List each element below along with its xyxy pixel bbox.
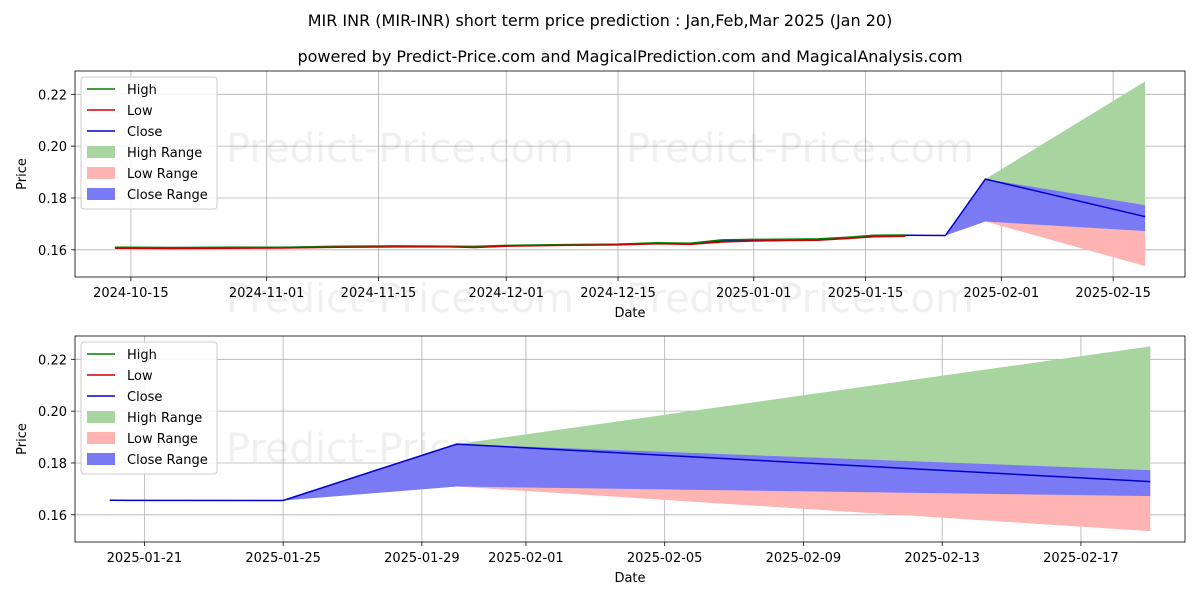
watermark-text: Predict-Price.com — [226, 276, 574, 322]
top-chart-panel: Predict-Price.com Predict-Price.com Predic… — [15, 70, 1186, 322]
bottom-chart-panel: Predict-Price.comPredict-Price.com2025-0… — [15, 335, 1186, 586]
legend-entry-label: High Range — [127, 146, 202, 161]
chart-title: MIR INR (MIR-INR) short term price predi… — [308, 11, 893, 30]
x-tick-label: 2025-02-01 — [488, 551, 564, 566]
legend: High Low Close High Range Low Range Close Ran… — [80, 76, 218, 210]
legend-entry-label: Low Range — [127, 432, 198, 447]
x-tick-label: 2025-01-01 — [716, 286, 792, 301]
legend-patch-swatch — [87, 146, 115, 158]
legend-entry-label: Close Range — [127, 453, 208, 468]
y-tick-label: 0.18 — [38, 457, 67, 472]
x-tick-label: 2024-11-01 — [229, 286, 305, 301]
x-tick-label: 2024-11-15 — [341, 286, 417, 301]
watermark-text: Predict-Price.com — [226, 126, 574, 172]
x-tick-label: 2025-02-13 — [904, 551, 980, 566]
close-prediction-line — [109, 443, 1151, 502]
x-tick-label: 2025-01-15 — [828, 286, 904, 301]
x-tick-label: 2024-12-15 — [580, 286, 656, 301]
x-tick-label: 2025-02-15 — [1075, 286, 1151, 301]
legend-entry-label: Low Range — [127, 167, 198, 182]
y-tick-label: 0.20 — [38, 140, 67, 155]
legend-patch-swatch — [87, 432, 115, 444]
y-tick-label: 0.16 — [38, 244, 67, 259]
x-tick-label: 2025-02-01 — [964, 286, 1040, 301]
legend-patch-swatch — [87, 411, 115, 423]
y-axis-label: Price — [15, 423, 30, 455]
legend-entry-label: Low — [127, 104, 153, 119]
legend-entry-label: Low — [127, 369, 153, 384]
x-axis-label: Date — [614, 571, 645, 586]
y-tick-label: 0.22 — [38, 353, 67, 368]
series-group — [114, 81, 1146, 267]
x-tick-label: 2024-12-01 — [468, 286, 544, 301]
plot-frame — [74, 335, 1186, 543]
y-axis-label: Price — [15, 158, 30, 190]
y-tick-label: 0.20 — [38, 405, 67, 420]
legend-patch-swatch — [87, 167, 115, 179]
x-tick-label: 2025-02-17 — [1043, 551, 1119, 566]
x-axis-label: Date — [614, 306, 645, 321]
close-prediction-line — [905, 178, 1146, 237]
legend-patch-swatch — [87, 188, 115, 200]
legend-entry-label: Close Range — [127, 188, 208, 203]
x-tick-label: 2025-02-09 — [766, 551, 842, 566]
chart-subtitle: powered by Predict-Price.com and Magical… — [297, 47, 962, 66]
plot-frame — [74, 70, 1186, 278]
close-range-band — [109, 444, 1151, 501]
close-range-band — [905, 179, 1146, 236]
x-tick-label: 2024-10-15 — [93, 286, 169, 301]
legend-entry-label: High Range — [127, 411, 202, 426]
y-tick-label: 0.18 — [38, 192, 67, 207]
legend-entry-label: Close — [127, 390, 162, 405]
legend-patch-swatch — [87, 453, 115, 465]
legend-entry-label: Close — [127, 125, 162, 140]
watermark-text: Predict-Price.com — [626, 126, 974, 172]
y-tick-label: 0.22 — [38, 88, 67, 103]
y-tick-label: 0.16 — [38, 509, 67, 524]
x-tick-label: 2025-01-21 — [107, 551, 183, 566]
x-tick-label: 2025-01-25 — [245, 551, 321, 566]
watermark-text: Predict-Price.com — [626, 276, 974, 322]
series-group — [109, 346, 1151, 532]
legend-entry-label: High — [127, 348, 157, 363]
x-tick-label: 2025-01-29 — [384, 551, 460, 566]
low-line — [114, 235, 906, 250]
legend: High Low Close High Range Low Range Close Ran… — [80, 341, 218, 475]
legend-entry-label: High — [127, 83, 157, 98]
x-tick-label: 2025-02-05 — [627, 551, 703, 566]
high-line — [114, 234, 906, 249]
